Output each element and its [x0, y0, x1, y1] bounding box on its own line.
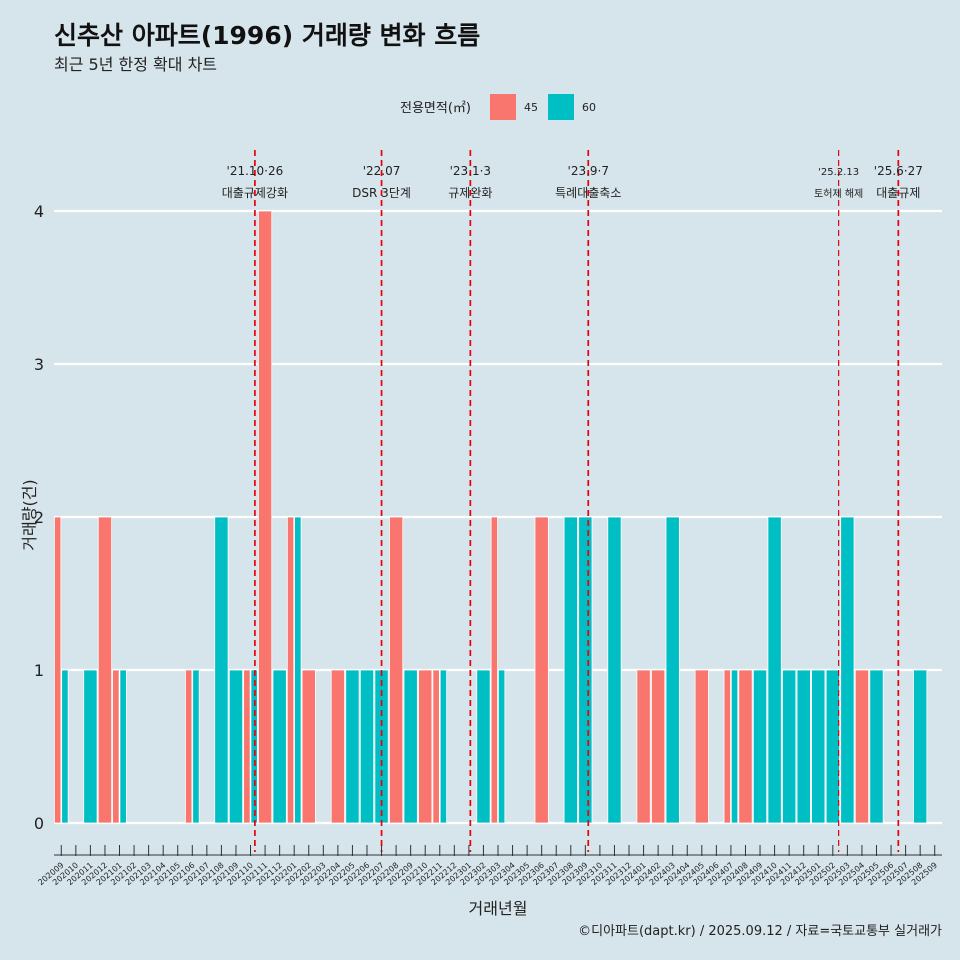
bar-45-202204 [330, 669, 345, 824]
legend-title: 전용면적(㎡) [400, 101, 471, 116]
y-tick-label: 3 [34, 355, 44, 374]
event-label: 규제완화 [448, 186, 492, 200]
event-label: 토허제 해제 [814, 187, 863, 200]
bar-60-202309 [578, 516, 593, 824]
bar-45-202202 [301, 669, 316, 824]
y-axis: 0 1 2 3 4 [34, 202, 44, 833]
event-date: '23.9·7 [568, 164, 609, 178]
bar-45-202402 [651, 669, 666, 824]
x-axis: 2020092020102020112020122021012021022021… [36, 845, 942, 887]
event-lines: '21.10·26 대출규제강화 '22.07 DSR 3단계 '23.1·3 규제완화 '… [222, 150, 923, 852]
bar-45-202110 [243, 669, 251, 824]
chart-title: 신추산 아파트(1996) 거래량 변화 흐름 [54, 21, 480, 50]
bar-60-202502 [825, 669, 840, 824]
legend-swatch-60 [548, 94, 574, 120]
chart-subtitle: 최근 5년 한정 확대 차트 [54, 55, 217, 74]
bar-45-202111 [257, 210, 273, 824]
legend: 전용면적(㎡) 45 60 [400, 94, 596, 120]
bar-60-202009 [61, 669, 69, 824]
bar-60-202209 [403, 669, 418, 824]
event-date: '25.2.13 [818, 167, 859, 178]
event-label: DSR 3단계 [352, 186, 411, 200]
event-date: '25.6·27 [874, 164, 923, 178]
event-label: 특례대출축소 [555, 186, 621, 200]
bar-60-202303 [497, 669, 506, 824]
y-tick-label: 0 [34, 814, 44, 833]
bar-45-202101 [112, 669, 120, 824]
bar-45-202407 [723, 669, 731, 824]
bar-60-202311 [607, 516, 622, 824]
legend-label-45: 45 [524, 101, 538, 114]
bar-60-202308 [563, 516, 578, 824]
event-date: '22.07 [363, 164, 401, 178]
bar-60-202410 [767, 516, 782, 824]
event-date: '21.10·26 [227, 164, 284, 178]
bar-60-202206 [359, 669, 375, 824]
bar-60-202106 [192, 669, 200, 824]
bar-45-202012 [97, 516, 113, 824]
bar-45-202303 [490, 516, 498, 824]
bar-45-202210 [418, 669, 433, 824]
caption: ©디아파트(dapt.kr) / 2025.09.12 / 자료=국토교통부 실… [578, 924, 942, 939]
y-tick-label: 2 [34, 508, 44, 527]
y-axis-title: 거래량(건) [20, 479, 39, 550]
bar-45-202208 [389, 516, 404, 824]
bar-60-202201 [294, 516, 302, 824]
bar-45-202405 [694, 669, 709, 824]
bar-60-202205 [345, 669, 360, 824]
bar-60-202101 [119, 669, 127, 824]
y-tick-label: 1 [34, 661, 44, 680]
legend-label-60: 60 [582, 101, 596, 114]
bar-60-202505 [869, 669, 884, 824]
event-date: '23.1·3 [450, 164, 491, 178]
bar-60-202412 [796, 669, 811, 824]
legend-swatch-45 [490, 94, 516, 120]
bar-60-202508 [913, 669, 928, 824]
bar-60-202407 [730, 669, 739, 824]
bar-45-202408 [738, 669, 753, 824]
bar-60-202011 [83, 669, 98, 824]
bar-60-202503 [840, 516, 855, 824]
bar-45-202201 [286, 516, 295, 824]
event-label: 대출규제 [876, 186, 920, 200]
bar-60-202112 [272, 669, 287, 824]
bar-60-202211 [439, 669, 448, 824]
bar-45-202009 [54, 516, 62, 824]
bar-45-202106 [185, 669, 193, 824]
bars [54, 210, 928, 824]
bar-45-202401 [636, 669, 651, 824]
bar-60-202501 [811, 669, 826, 824]
bar-45-202306 [534, 516, 549, 824]
y-tick-label: 4 [34, 202, 44, 221]
bar-60-202108 [214, 516, 229, 824]
bar-60-202109 [228, 669, 244, 824]
bar-45-202504 [854, 669, 870, 824]
bar-60-202411 [782, 669, 797, 824]
x-axis-title: 거래년월 [469, 899, 528, 918]
bar-45-202211 [432, 669, 440, 824]
event-label: 대출규제강화 [222, 186, 288, 200]
bar-60-202302 [476, 669, 491, 824]
bar-60-202403 [665, 516, 680, 824]
bar-60-202409 [752, 669, 768, 824]
